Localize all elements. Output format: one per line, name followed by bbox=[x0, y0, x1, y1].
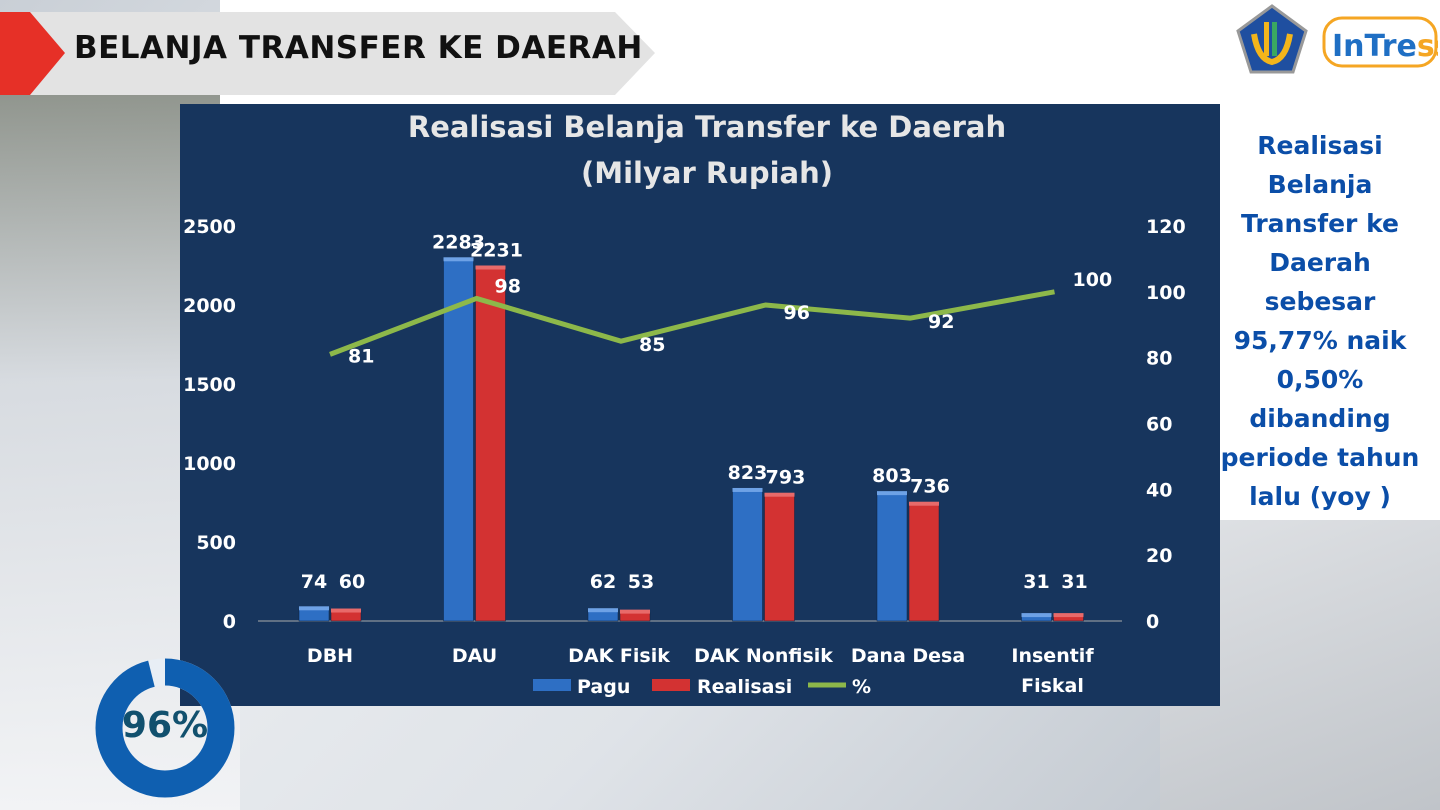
category-label: DAK Nonfisik bbox=[694, 645, 833, 667]
data-label-realisasi: 60 bbox=[339, 571, 365, 593]
legend-swatch-realisasi bbox=[652, 679, 690, 691]
y-tick-label: 500 bbox=[196, 532, 236, 554]
data-label-pagu: 74 bbox=[301, 571, 327, 593]
y2-tick-label: 60 bbox=[1146, 414, 1172, 436]
data-label-pagu: 62 bbox=[590, 571, 616, 593]
percentage-donut bbox=[95, 658, 235, 798]
legend-label-pagu: Pagu bbox=[577, 676, 630, 698]
data-label-pagu: 823 bbox=[728, 462, 768, 484]
category-label: Dana Desa bbox=[851, 645, 965, 667]
chart-panel bbox=[180, 104, 1220, 706]
bar-pagu bbox=[298, 609, 330, 622]
data-label-pagu: 31 bbox=[1023, 571, 1049, 593]
bar-top-realisasi bbox=[331, 608, 361, 613]
bar-pagu bbox=[443, 260, 474, 622]
bar-top-realisasi bbox=[620, 609, 650, 614]
y2-tick-label: 40 bbox=[1146, 479, 1172, 501]
bar-top-pagu bbox=[732, 487, 763, 492]
chart-subtitle: (Milyar Rupiah) bbox=[581, 156, 833, 190]
category-label: Fiskal bbox=[1021, 675, 1084, 697]
y-tick-label: 2000 bbox=[183, 295, 236, 317]
data-label-realisasi: 31 bbox=[1061, 571, 1087, 593]
data-label-realisasi: 2231 bbox=[470, 240, 523, 262]
title-banner bbox=[0, 12, 655, 95]
category-label: DAU bbox=[452, 645, 497, 667]
y2-tick-label: 100 bbox=[1146, 282, 1186, 304]
y-tick-label: 2500 bbox=[183, 216, 236, 238]
bar-top-pagu bbox=[588, 608, 618, 613]
kemenkeu-logo-icon bbox=[1236, 4, 1308, 74]
data-label-percent: 98 bbox=[495, 275, 521, 297]
y-tick-label: 1500 bbox=[183, 374, 236, 396]
y2-tick-label: 20 bbox=[1146, 545, 1172, 567]
legend-swatch-pagu bbox=[533, 679, 571, 691]
svg-text:InTress: InTress bbox=[1332, 29, 1438, 64]
y-tick-label: 1000 bbox=[183, 453, 236, 475]
chart-title: Realisasi Belanja Transfer ke Daerah bbox=[408, 110, 1006, 144]
data-label-pagu: 803 bbox=[872, 465, 912, 487]
bar-realisasi bbox=[330, 611, 362, 622]
data-label-percent: 92 bbox=[928, 311, 954, 333]
data-label-percent: 96 bbox=[784, 302, 810, 324]
donut-fill bbox=[95, 658, 235, 798]
bar-pagu bbox=[876, 493, 908, 622]
y2-tick-label: 120 bbox=[1146, 216, 1186, 238]
data-label-realisasi: 736 bbox=[910, 476, 950, 498]
data-label-percent: 100 bbox=[1073, 269, 1113, 291]
data-label-realisasi: 793 bbox=[766, 467, 806, 489]
bar-realisasi bbox=[764, 495, 795, 622]
legend: Pagu Realisasi % bbox=[533, 676, 871, 698]
category-label: Insentif bbox=[1011, 645, 1094, 667]
data-label-pagu: 2283 bbox=[432, 231, 485, 253]
data-label-realisasi: 53 bbox=[628, 571, 654, 593]
bar-realisasi bbox=[908, 504, 940, 622]
data-label-percent: 85 bbox=[639, 334, 665, 356]
series-line-percent bbox=[329, 289, 1055, 357]
bar-top-realisasi bbox=[475, 265, 506, 270]
category-label: DBH bbox=[307, 645, 353, 667]
side-background bbox=[1220, 0, 1440, 520]
legend-label-realisasi: Realisasi bbox=[697, 676, 792, 698]
bar-top-realisasi bbox=[1053, 613, 1084, 618]
intress-logo: InTress bbox=[1322, 16, 1438, 68]
summary-note: Realisasi Belanja Transfer ke Daerah seb… bbox=[1220, 131, 1420, 511]
y2-tick-label: 0 bbox=[1146, 611, 1159, 633]
y2-tick-label: 80 bbox=[1146, 348, 1172, 370]
bar-pagu bbox=[732, 490, 763, 622]
bar-top-realisasi bbox=[764, 492, 795, 497]
bar-top-pagu bbox=[1021, 613, 1052, 618]
bar-realisasi bbox=[619, 612, 651, 622]
y-tick-label: 0 bbox=[223, 611, 236, 633]
bar-top-realisasi bbox=[909, 501, 939, 506]
page-title: BELANJA TRANSFER KE DAERAH bbox=[74, 30, 643, 66]
bar-top-pagu bbox=[443, 257, 474, 262]
bar-top-pagu bbox=[877, 491, 907, 496]
category-label: DAK Fisik bbox=[568, 645, 670, 667]
bar-realisasi bbox=[475, 268, 506, 622]
bar-pagu bbox=[587, 610, 619, 622]
donut-label: 96% bbox=[121, 705, 209, 746]
data-label-percent: 81 bbox=[348, 345, 374, 367]
bar-top-pagu bbox=[299, 606, 329, 611]
legend-label-percent: % bbox=[852, 676, 871, 698]
